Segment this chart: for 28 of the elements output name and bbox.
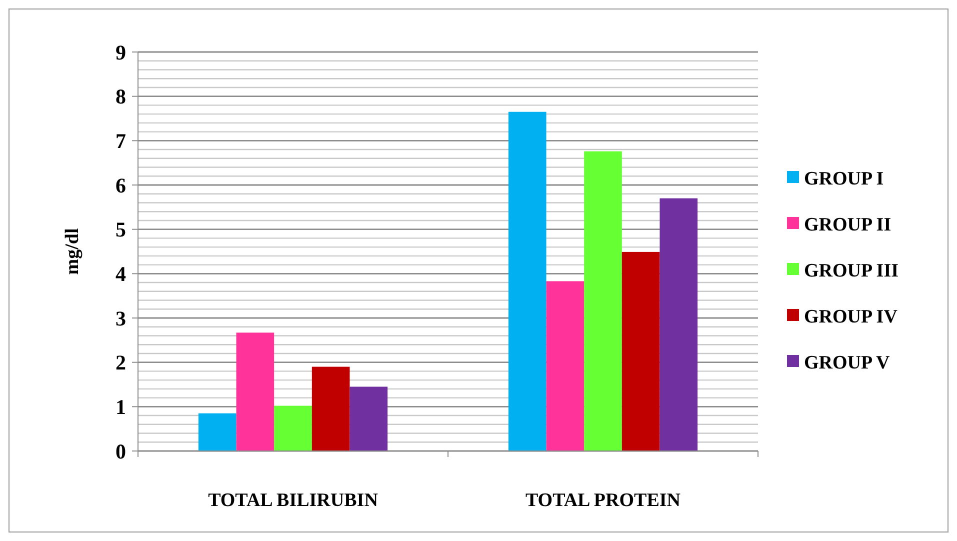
bar — [274, 406, 312, 451]
bar — [584, 151, 622, 451]
y-tick-label: 5 — [116, 218, 126, 242]
y-tick-label: 1 — [116, 395, 126, 420]
legend-label: GROUP I — [804, 168, 884, 190]
y-tick-label: 9 — [116, 40, 126, 64]
y-tick-label: 3 — [116, 306, 126, 330]
legend-label: GROUP V — [804, 352, 890, 374]
y-tick-label: 8 — [116, 84, 126, 109]
bar — [622, 252, 660, 451]
bar — [236, 332, 274, 451]
bar — [660, 198, 698, 451]
bar — [198, 413, 236, 451]
y-tick-label: 4 — [116, 262, 126, 286]
y-tick-label: 7 — [116, 129, 126, 154]
x-tick-label: TOTAL BILIRUBIN — [208, 490, 378, 511]
legend-label: GROUP IV — [804, 306, 898, 328]
y-axis-title: mg/dl — [62, 228, 83, 275]
legend-label: GROUP III — [804, 260, 898, 282]
legend-label: GROUP II — [804, 214, 892, 236]
y-tick-label: 0 — [116, 439, 126, 464]
bar — [546, 281, 584, 451]
y-tick-label: 6 — [116, 173, 126, 198]
y-tick-label: 2 — [116, 350, 126, 375]
bar — [350, 386, 388, 451]
x-tick-label: TOTAL PROTEIN — [525, 490, 681, 511]
bar — [508, 112, 546, 451]
bar — [312, 366, 350, 451]
